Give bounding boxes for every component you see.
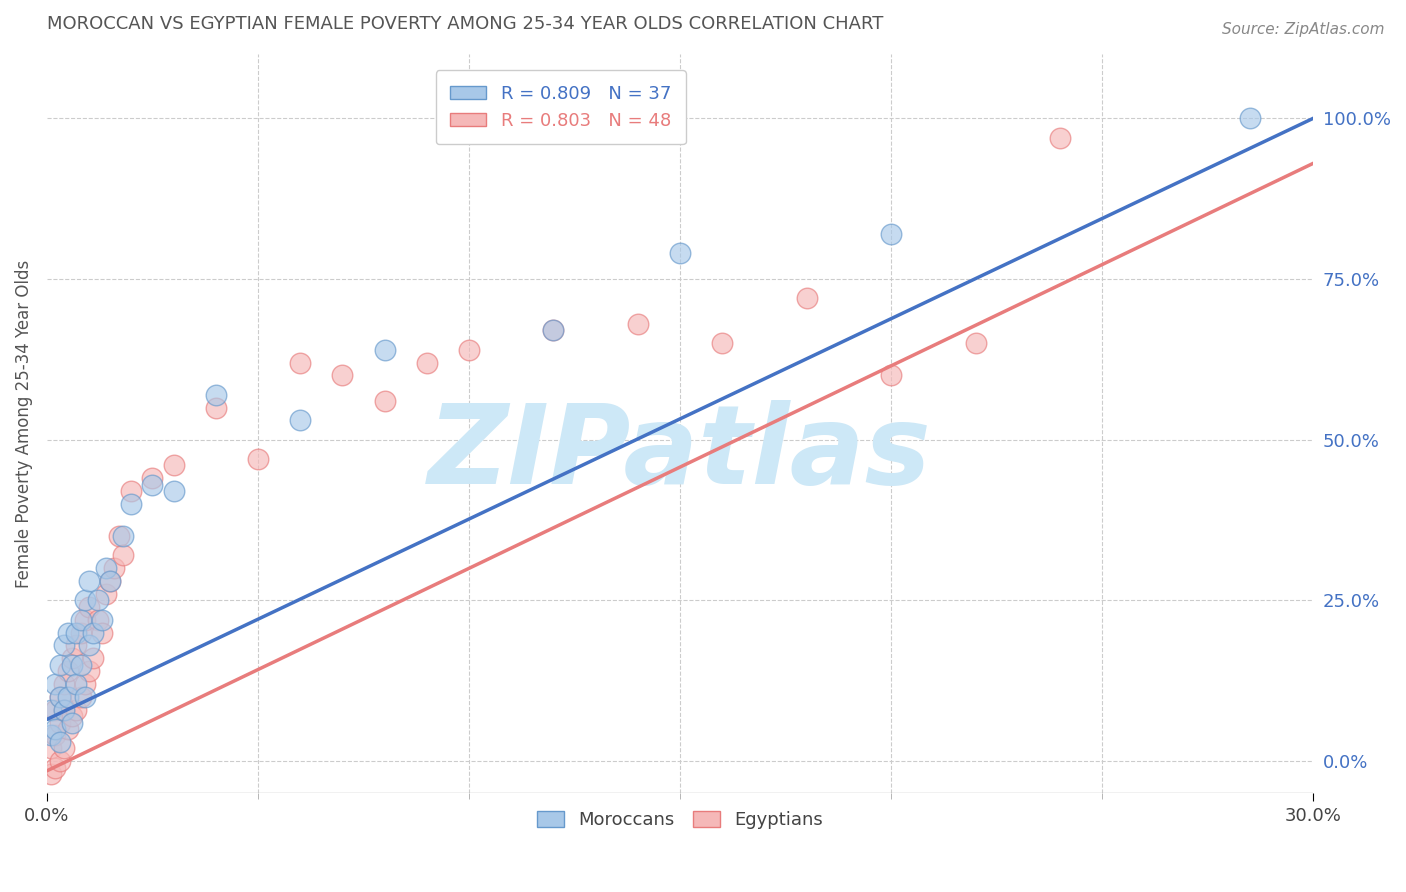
Point [73, 613, 96, 627]
Point [141, 471, 163, 485]
Point [107, 529, 129, 543]
Point [69, 613, 91, 627]
Text: Source: ZipAtlas.com: Source: ZipAtlas.com [1222, 22, 1385, 37]
Point [73, 690, 96, 704]
Point [48, 715, 70, 730]
Point [69, 690, 91, 704]
Point [60, 651, 83, 665]
Point [65, 639, 87, 653]
Point [416, 355, 439, 369]
Point [77, 599, 100, 614]
Point [56, 690, 79, 704]
Point [48, 657, 70, 672]
Point [965, 336, 987, 351]
Point [65, 677, 87, 691]
Point [669, 246, 692, 260]
Point [204, 388, 226, 402]
Text: MOROCCAN VS EGYPTIAN FEMALE POVERTY AMONG 25-34 YEAR OLDS CORRELATION CHART: MOROCCAN VS EGYPTIAN FEMALE POVERTY AMON… [46, 15, 883, 33]
Y-axis label: Female Poverty Among 25-34 Year Olds: Female Poverty Among 25-34 Year Olds [15, 260, 32, 588]
Text: ZIPatlas: ZIPatlas [429, 400, 932, 507]
Point [86, 613, 108, 627]
Point [374, 394, 396, 409]
Point [60, 657, 83, 672]
Point [73, 593, 96, 607]
Point [56, 722, 79, 736]
Point [65, 703, 87, 717]
Point [90, 625, 112, 640]
Point [94, 587, 117, 601]
Point [77, 639, 100, 653]
Point [39, 767, 62, 781]
Point [796, 291, 818, 305]
Point [56, 625, 79, 640]
Point [48, 690, 70, 704]
Point [44, 729, 66, 743]
Point [48, 735, 70, 749]
Point [56, 664, 79, 678]
Point [111, 549, 134, 563]
Point [98, 574, 121, 589]
Point [73, 677, 96, 691]
Point [44, 677, 66, 691]
Point [77, 664, 100, 678]
Point [44, 722, 66, 736]
Point [52, 677, 75, 691]
Point [82, 651, 104, 665]
Point [98, 574, 121, 589]
Point [52, 741, 75, 756]
Point [82, 625, 104, 640]
Point [94, 561, 117, 575]
Point [120, 497, 142, 511]
Legend: Moroccans, Egyptians: Moroccans, Egyptians [530, 804, 831, 836]
Point [52, 703, 75, 717]
Point [111, 529, 134, 543]
Point [458, 343, 481, 357]
Point [77, 574, 100, 589]
Point [39, 741, 62, 756]
Point [44, 703, 66, 717]
Point [141, 477, 163, 491]
Point [880, 227, 903, 241]
Point [288, 355, 311, 369]
Point [543, 323, 565, 337]
Point [711, 336, 734, 351]
Point [44, 761, 66, 775]
Point [39, 703, 62, 717]
Point [39, 729, 62, 743]
Point [880, 368, 903, 383]
Point [103, 561, 125, 575]
Point [162, 458, 184, 473]
Point [48, 690, 70, 704]
Point [627, 317, 650, 331]
Point [120, 484, 142, 499]
Point [69, 625, 91, 640]
Point [204, 401, 226, 415]
Point [60, 715, 83, 730]
Point [52, 639, 75, 653]
Point [90, 613, 112, 627]
Point [65, 625, 87, 640]
Point [69, 657, 91, 672]
Point [86, 593, 108, 607]
Point [52, 703, 75, 717]
Point [48, 754, 70, 768]
Point [332, 368, 354, 383]
Point [543, 323, 565, 337]
Point [288, 413, 311, 427]
Point [1049, 130, 1071, 145]
Point [162, 484, 184, 499]
Point [1239, 112, 1261, 126]
Point [60, 709, 83, 723]
Point [246, 452, 269, 467]
Point [374, 343, 396, 357]
